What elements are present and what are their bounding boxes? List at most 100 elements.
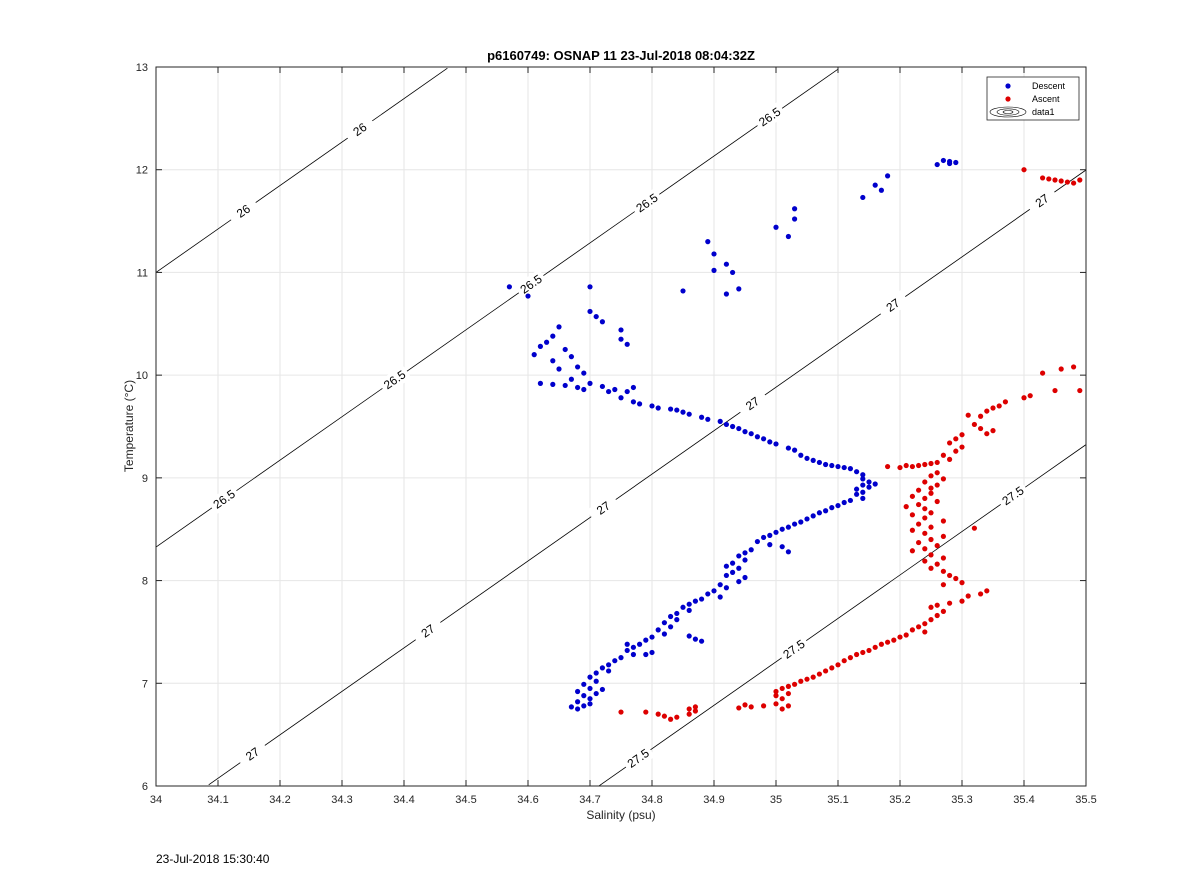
data-point xyxy=(934,161,940,168)
data-point xyxy=(581,370,587,376)
data-point xyxy=(922,629,928,635)
data-point xyxy=(1046,176,1052,182)
data-point xyxy=(854,486,860,492)
data-point xyxy=(630,651,637,658)
data-point xyxy=(792,521,798,527)
data-point xyxy=(984,588,990,594)
data-point xyxy=(686,411,692,417)
y-tick-label: 6 xyxy=(142,781,148,793)
isopycnal-label-bg xyxy=(207,484,242,515)
data-point xyxy=(550,333,556,339)
data-point xyxy=(903,504,909,510)
data-point xyxy=(686,706,692,712)
data-point xyxy=(860,489,866,495)
data-point xyxy=(953,159,959,166)
data-point xyxy=(531,352,537,358)
data-point xyxy=(798,678,804,684)
data-point xyxy=(885,173,891,179)
data-point xyxy=(860,495,866,501)
isopycnal-label-bg xyxy=(752,101,787,133)
data-point xyxy=(575,706,581,712)
data-point xyxy=(618,327,624,333)
y-tick-label: 10 xyxy=(136,370,148,382)
data-point xyxy=(717,594,723,600)
x-tick-label: 34.8 xyxy=(641,794,662,806)
y-tick-label: 11 xyxy=(137,267,148,279)
data-point xyxy=(835,463,841,470)
data-point xyxy=(655,405,661,411)
data-point xyxy=(1052,177,1058,183)
data-point xyxy=(699,596,705,602)
data-point xyxy=(767,439,773,445)
data-point xyxy=(556,324,562,330)
data-point xyxy=(736,705,742,711)
data-point xyxy=(705,239,711,245)
data-point xyxy=(568,376,575,382)
data-point xyxy=(909,463,916,470)
x-tick-label: 34.9 xyxy=(703,794,724,806)
isopycnal-label-bg xyxy=(235,738,270,770)
data-point xyxy=(922,515,928,521)
data-point xyxy=(599,383,606,390)
data-point xyxy=(854,651,860,658)
data-point xyxy=(1021,395,1027,401)
legend-data1-label: data1 xyxy=(1032,107,1055,117)
data-point xyxy=(562,346,568,353)
data-point xyxy=(606,388,612,395)
data-point xyxy=(1027,393,1033,399)
data-point xyxy=(922,621,928,627)
data-point xyxy=(934,498,940,505)
data-point xyxy=(686,711,692,717)
data-point xyxy=(723,572,730,579)
x-axis-label: Salinity (psu) xyxy=(586,808,655,822)
data-point xyxy=(680,288,686,294)
data-point xyxy=(742,574,748,581)
data-point xyxy=(637,641,643,647)
data-point xyxy=(829,462,835,469)
data-point xyxy=(1002,399,1009,405)
legend-ascent-label: Ascent xyxy=(1032,94,1060,104)
data-point xyxy=(928,490,934,496)
data-point xyxy=(575,688,581,695)
data-point xyxy=(798,519,804,525)
data-point xyxy=(674,617,680,623)
x-tick-label: 34.2 xyxy=(269,794,290,806)
data-point xyxy=(959,580,965,586)
data-point xyxy=(773,688,779,695)
data-point xyxy=(692,708,699,714)
data-point xyxy=(618,709,624,715)
isopycnal-label-bg xyxy=(876,290,910,321)
data-point xyxy=(922,479,928,485)
data-point xyxy=(872,644,878,650)
data-point xyxy=(717,582,723,588)
data-point xyxy=(928,510,934,516)
isopycnal-line xyxy=(208,169,1087,786)
x-tick-label: 34.3 xyxy=(331,794,352,806)
isopycnal-label-bg xyxy=(514,269,548,300)
data-point xyxy=(587,380,593,386)
series-descent xyxy=(506,157,959,712)
data-point xyxy=(816,510,823,516)
data-point xyxy=(699,414,705,420)
data-point xyxy=(575,384,581,391)
data-point xyxy=(928,524,934,530)
data-point xyxy=(550,381,556,387)
data-point xyxy=(668,624,674,630)
axis-ticks: 34 34.1 34.2 34.3 34.4 34.5 34.6 34.7 34.8 34.9 35… xyxy=(136,62,1097,806)
data-point xyxy=(934,482,940,488)
data-point xyxy=(816,459,823,466)
data-point xyxy=(897,634,903,640)
data-point xyxy=(823,461,829,468)
data-point xyxy=(692,704,699,710)
data-point xyxy=(568,704,575,710)
data-point xyxy=(916,487,922,493)
data-point xyxy=(990,428,996,434)
data-point xyxy=(971,525,978,531)
data-point xyxy=(655,711,661,717)
data-point xyxy=(1071,364,1077,370)
data-point xyxy=(711,588,717,594)
data-point xyxy=(916,501,922,508)
data-point xyxy=(674,407,680,413)
data-point xyxy=(947,160,953,167)
data-point xyxy=(835,502,841,509)
